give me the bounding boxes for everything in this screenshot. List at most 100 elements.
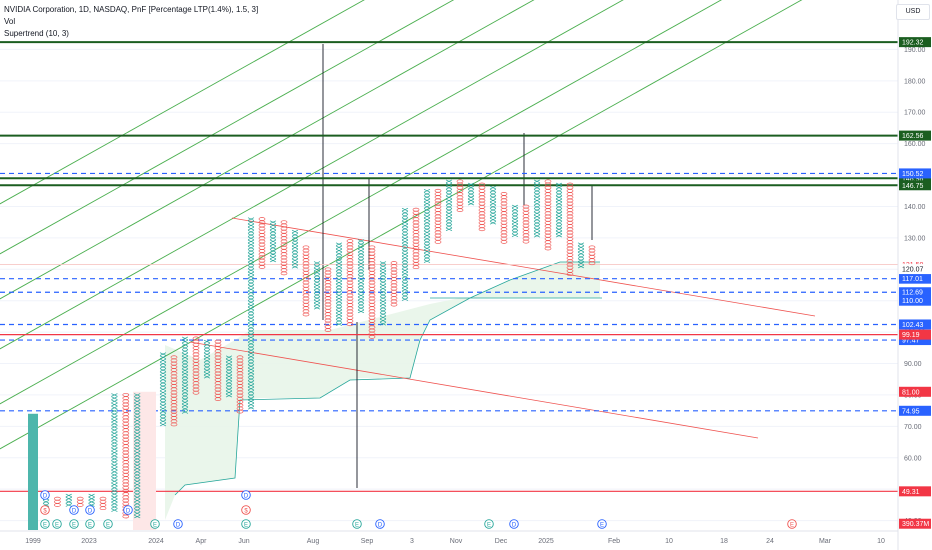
x-mark xyxy=(269,233,277,237)
x-mark xyxy=(111,434,118,439)
x-mark xyxy=(577,258,585,262)
event-marker-letter: $ xyxy=(43,508,47,514)
x-mark xyxy=(111,498,118,503)
o-mark xyxy=(122,431,130,436)
x-column xyxy=(111,393,118,512)
o-mark xyxy=(280,265,288,269)
x-mark xyxy=(401,281,409,285)
x-mark xyxy=(467,189,475,193)
x-mark xyxy=(335,300,343,304)
time-axis[interactable]: 1999 2023 2024 Apr Jun Aug Sep 3 Nov Dec 2025 Feb 10… xyxy=(0,530,898,545)
event-marker: D xyxy=(40,490,50,500)
x-mark xyxy=(269,252,277,256)
x-mark xyxy=(134,463,141,468)
o-mark xyxy=(192,346,200,350)
o-mark xyxy=(566,240,574,244)
o-column xyxy=(192,336,200,395)
x-mark xyxy=(65,500,72,504)
currency-button[interactable]: USD xyxy=(896,4,930,20)
x-mark xyxy=(181,359,189,363)
x-mark xyxy=(577,242,585,246)
x-mark xyxy=(159,377,167,382)
x-mark xyxy=(181,343,189,347)
o-mark xyxy=(302,271,310,275)
x-mark xyxy=(445,221,453,225)
volume-indicator-label[interactable]: Vol xyxy=(4,17,16,26)
o-mark xyxy=(76,503,84,507)
o-mark xyxy=(434,192,442,196)
x-tick-label: 1999 xyxy=(25,538,41,545)
supertrend-indicator-label[interactable]: Supertrend (10, 3) xyxy=(4,29,69,38)
price-label: 112.69 xyxy=(902,290,923,297)
x-mark xyxy=(423,227,431,231)
price-label-bg xyxy=(899,180,931,191)
o-mark xyxy=(566,272,574,276)
x-mark xyxy=(247,402,255,407)
x-mark xyxy=(379,322,387,326)
x-mark xyxy=(111,431,118,436)
x-mark xyxy=(247,233,255,237)
o-mark xyxy=(368,315,376,320)
x-mark xyxy=(379,283,387,288)
o-mark xyxy=(122,479,130,484)
x-mark xyxy=(111,425,118,429)
o-mark xyxy=(346,274,354,279)
x-mark xyxy=(134,431,141,436)
y-tick-label: 130.00 xyxy=(904,235,926,242)
x-mark xyxy=(533,192,541,196)
o-mark xyxy=(434,195,442,200)
x-mark xyxy=(577,255,585,259)
x-mark xyxy=(134,450,141,455)
price-label: 148.98 xyxy=(902,176,924,183)
o-mark xyxy=(566,211,574,216)
x-mark xyxy=(134,409,141,413)
o-mark xyxy=(588,248,596,253)
x-mark xyxy=(533,198,541,203)
x-tick-label: 10 xyxy=(877,538,885,545)
x-mark xyxy=(401,246,409,250)
o-mark xyxy=(522,223,530,228)
o-mark xyxy=(346,242,354,247)
o-mark xyxy=(500,208,508,212)
x-mark xyxy=(291,245,299,250)
price-label: 150.52 xyxy=(902,171,924,178)
x-mark xyxy=(225,371,233,375)
x-mark xyxy=(445,218,453,222)
o-mark xyxy=(302,248,310,253)
x-mark xyxy=(357,271,365,275)
x-mark xyxy=(247,223,255,228)
x-mark xyxy=(423,201,431,206)
o-mark xyxy=(368,306,376,310)
event-marker-letter: E xyxy=(355,522,359,528)
x-mark xyxy=(489,201,497,206)
o-mark xyxy=(258,245,266,250)
x-mark xyxy=(313,280,321,284)
x-mark xyxy=(134,511,141,516)
x-mark xyxy=(357,303,365,307)
x-mark xyxy=(467,182,475,187)
o-mark xyxy=(544,214,552,219)
price-axis[interactable]: 40.0050.0060.0070.0080.0090.00100.00110.… xyxy=(897,0,931,550)
event-marker-circle xyxy=(352,519,362,529)
y-tick-label: 70.00 xyxy=(904,424,922,431)
x-mark xyxy=(134,502,141,506)
x-mark xyxy=(533,189,541,193)
event-marker-letter: E xyxy=(244,522,248,528)
x-mark xyxy=(313,264,321,268)
x-column xyxy=(65,493,72,507)
x-tick-label: Feb xyxy=(608,538,620,545)
o-mark xyxy=(122,412,130,416)
o-mark xyxy=(566,217,574,222)
x-mark xyxy=(247,332,255,336)
x-mark xyxy=(445,227,453,232)
o-mark xyxy=(346,322,354,327)
x-mark xyxy=(247,393,255,397)
o-mark xyxy=(122,473,130,477)
symbol-title[interactable]: NVIDIA Corporation, 1D, NASDAQ, PnF [Per… xyxy=(4,5,259,14)
o-mark xyxy=(346,306,354,311)
channel-line xyxy=(0,0,803,450)
x-mark xyxy=(577,248,585,253)
o-mark xyxy=(280,239,288,244)
x-mark xyxy=(533,211,541,216)
